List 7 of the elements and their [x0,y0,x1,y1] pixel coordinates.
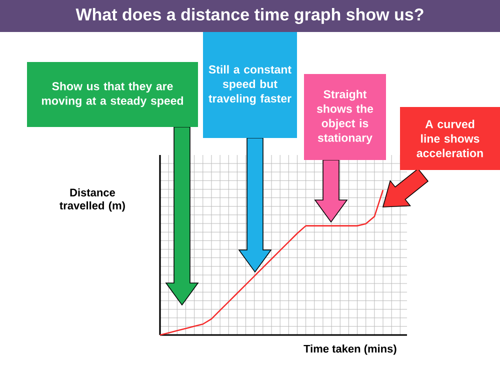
text: Straight shows the object is stationary [316,90,374,144]
text: Still a constant speed but traveling faster [208,65,292,105]
text: A curved line shows acceleration [416,120,483,158]
y-axis-title: Distance travelled (m) [60,188,125,212]
x-axis-title: Time taken (mins) [304,344,396,355]
text: Show us that they are moving at a steady speed [42,82,183,108]
chart-title: What does a distance time graph show us? [76,8,424,24]
